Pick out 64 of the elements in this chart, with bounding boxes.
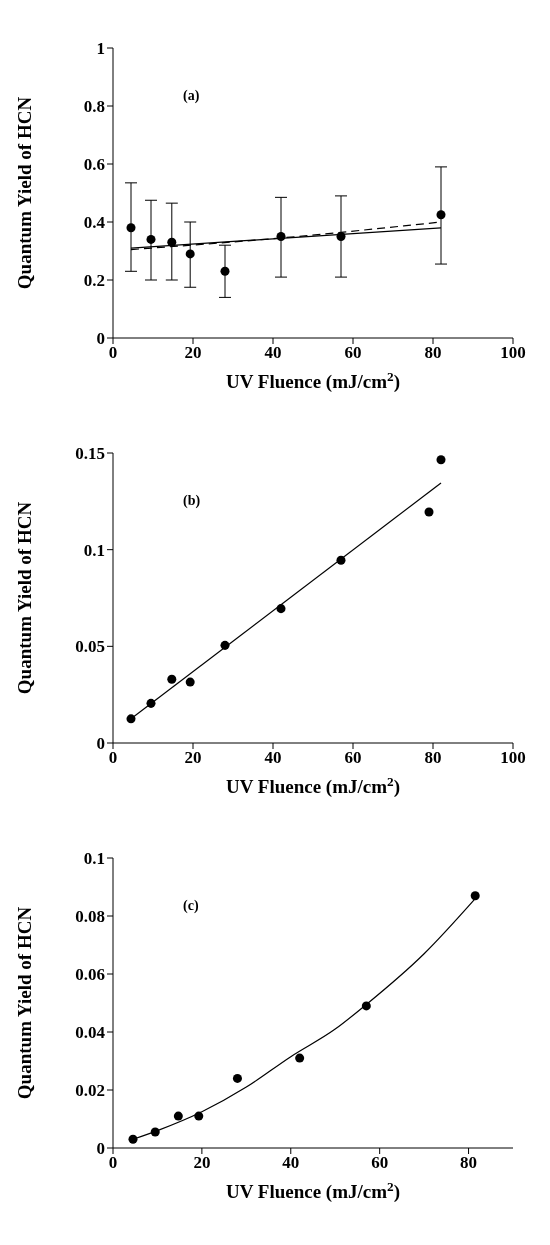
y-tick-label: 1 [96, 39, 105, 59]
x-tick-label: 60 [371, 1153, 389, 1173]
point [361, 1001, 371, 1011]
x-tick-label: 100 [500, 343, 526, 363]
point [126, 714, 136, 724]
point [185, 249, 195, 259]
point [220, 266, 230, 276]
x-tick-label: 80 [424, 748, 442, 768]
point [424, 507, 434, 517]
x-axis-title: UV Fluence (mJ/cm$^{2}$) [225, 1178, 401, 1203]
y-tick-label: 0.02 [75, 1081, 105, 1101]
x-tick-label: 100 [500, 748, 526, 768]
point [336, 555, 346, 565]
x-tick-label: 60 [344, 748, 362, 768]
y-tick-label: 0.06 [75, 965, 105, 985]
point [276, 231, 286, 242]
point [470, 891, 480, 901]
point [150, 1127, 160, 1137]
y-tick-label: 0.05 [75, 637, 105, 657]
annotation: (b) [183, 493, 201, 509]
point [167, 237, 177, 247]
annotation: (a) [183, 88, 200, 104]
y-tick-label: 0.04 [75, 1023, 106, 1043]
y-tick-label: 0.2 [83, 271, 105, 291]
point [232, 1073, 242, 1083]
annotation: (c) [183, 898, 199, 914]
x-tick-label: 80 [460, 1153, 478, 1173]
point [436, 455, 446, 465]
x-tick-label: 60 [344, 343, 362, 363]
x-axis-title: UV Fluence (mJ/cm$^{2}$) [225, 773, 401, 798]
y-tick-label: 0.4 [83, 213, 106, 233]
y-tick-label: 0.08 [75, 907, 105, 927]
x-tick-label: 20 [184, 748, 202, 768]
point [295, 1053, 305, 1063]
point [146, 698, 156, 708]
x-tick-label: 20 [193, 1153, 211, 1173]
point [126, 223, 136, 233]
y-axis-title: Quantum Yield of HCN [14, 501, 35, 695]
x-tick-label: 80 [424, 343, 442, 363]
y-tick-label: 0.6 [83, 155, 105, 175]
x-tick-label: 20 [184, 343, 202, 363]
point [336, 231, 346, 242]
point [173, 1111, 183, 1121]
y-tick-label: 0 [96, 329, 105, 349]
y-tick-label: 0.1 [83, 849, 105, 869]
point [167, 674, 177, 684]
y-axis-title: Quantum Yield of HCN [14, 906, 35, 1100]
point [436, 210, 446, 220]
y-axis-title: Quantum Yield of HCN [14, 96, 35, 290]
point [146, 234, 156, 244]
point [276, 604, 286, 614]
y-tick-label: 0.8 [83, 97, 105, 117]
point [220, 640, 230, 650]
x-tick-label: 40 [282, 1153, 300, 1173]
x-axis-title: UV Fluence (mJ/cm$^{2}$) [225, 368, 401, 393]
y-tick-label: 0.1 [83, 540, 105, 560]
x-tick-label: 40 [264, 748, 282, 768]
y-tick-label: 0.15 [75, 444, 105, 464]
point [128, 1134, 138, 1144]
y-tick-label: 0 [96, 734, 105, 754]
x-tick-label: 40 [264, 343, 282, 363]
point [194, 1111, 204, 1121]
point [185, 677, 195, 687]
y-tick-label: 0 [96, 1139, 105, 1159]
